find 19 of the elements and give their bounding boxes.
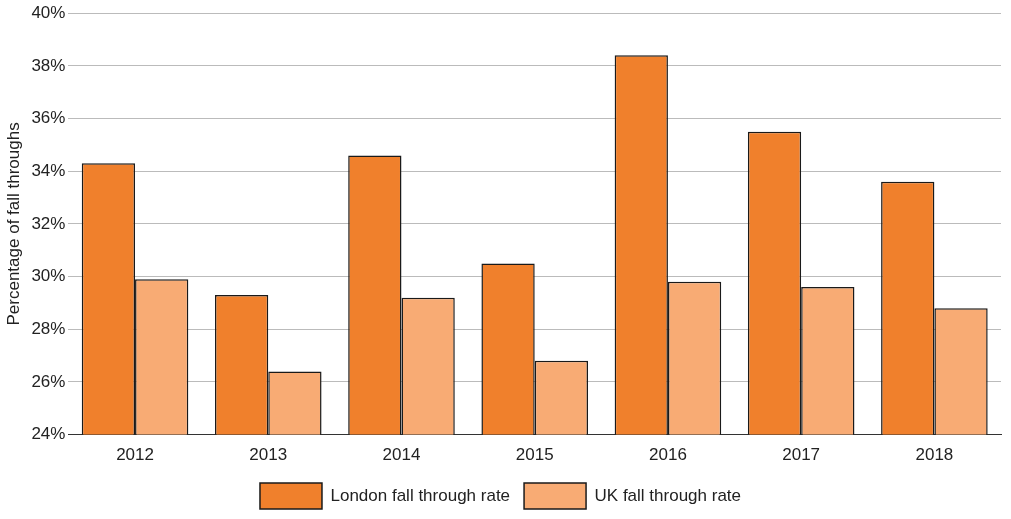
y-axis-title: Percentage of fall throughs [3,122,23,326]
y-tick-label: 24% [31,424,66,444]
x-tick-label: 2015 [515,445,554,465]
x-tick-label: 2016 [649,445,687,465]
legend-label: London fall through rate [330,485,511,505]
y-tick-label: 30% [31,266,66,286]
y-tick-label: 38% [31,55,66,75]
x-tick-label: 2012 [116,445,154,465]
y-tick-label: 28% [31,318,66,338]
y-tick-label: 26% [31,371,66,391]
legend-label: UK fall through rate [594,485,742,505]
y-tick-label: 40% [31,2,66,22]
y-tick-label: 32% [31,213,66,233]
y-tick-label: 36% [31,108,66,128]
x-tick-label: 2017 [782,445,821,465]
x-tick-label: 2013 [249,445,288,465]
x-tick-label: 2014 [382,445,421,465]
y-tick-label: 34% [31,160,66,180]
x-tick-label: 2018 [915,445,954,465]
